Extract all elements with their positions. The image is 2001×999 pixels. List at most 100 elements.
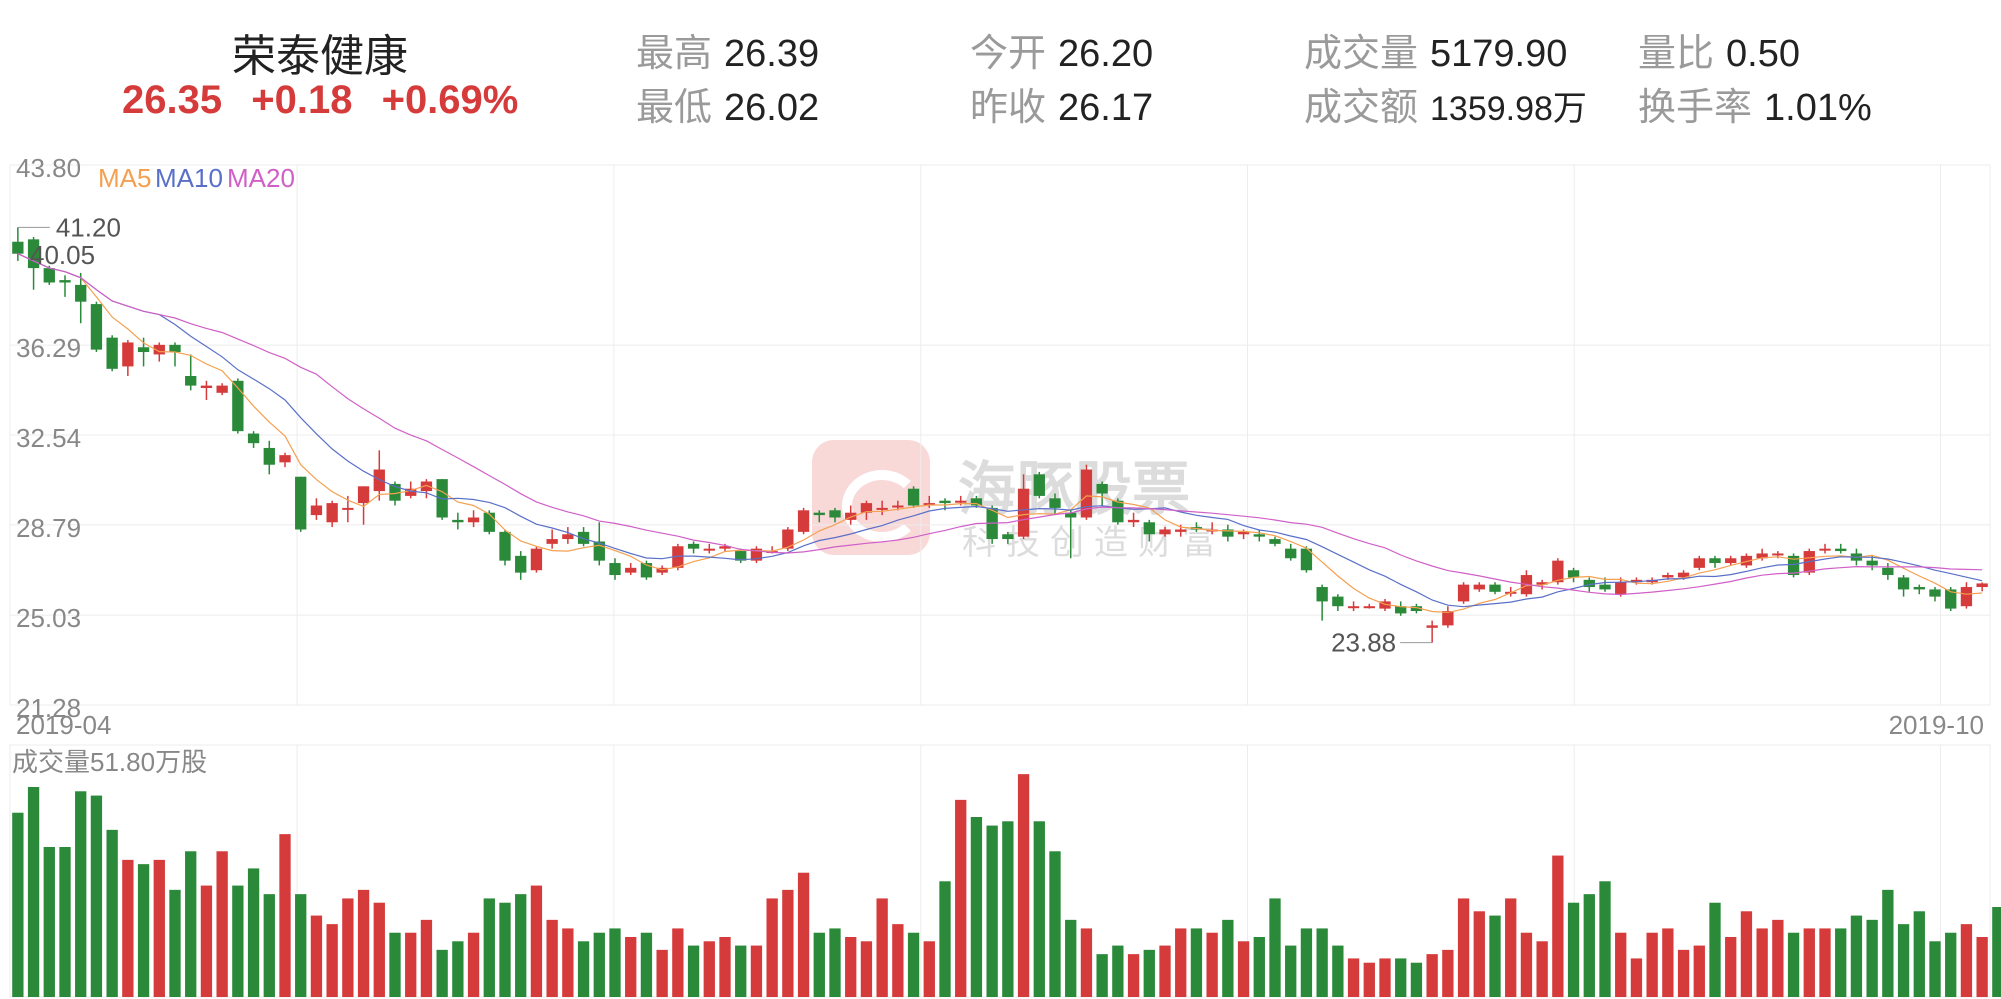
candle-body — [1929, 589, 1941, 597]
candle-body — [75, 284, 87, 302]
stat-value: 26.39 — [724, 33, 820, 75]
dolphin-logo-icon — [812, 440, 930, 555]
candle-body — [420, 481, 433, 492]
volume-bar — [656, 949, 668, 997]
volume-bar — [153, 859, 165, 997]
volume-bar — [609, 928, 621, 997]
candle-body — [1662, 575, 1674, 578]
candle-body — [405, 488, 417, 496]
volume-bar — [185, 851, 197, 997]
y-tick-label: 21.28 — [16, 693, 81, 723]
volume-bar — [1473, 911, 1485, 997]
volume-bar — [420, 919, 433, 997]
candle-body — [1442, 611, 1454, 626]
volume-bar — [829, 928, 841, 997]
candle-body — [169, 344, 181, 353]
y-tick-label: 36.29 — [16, 333, 81, 363]
legend-ma10: MA10 — [155, 163, 223, 193]
stat-label: 成交量 — [1304, 33, 1419, 75]
volume-bar — [1882, 889, 1894, 997]
volume-bar — [1615, 932, 1627, 997]
volume-bar — [1237, 941, 1250, 997]
candle-body — [735, 551, 747, 561]
volume-bar — [1332, 945, 1344, 997]
candle-body — [1112, 500, 1124, 523]
candle-body — [1882, 567, 1894, 576]
volume-bar — [907, 932, 920, 997]
stat-value: 0.50 — [1726, 33, 1800, 75]
volume-bar — [1835, 928, 1847, 997]
stat-low: 最低 26.02 — [636, 76, 819, 131]
candle-body — [1457, 584, 1470, 602]
candle-body — [1300, 548, 1313, 571]
volume-bar — [1897, 924, 1910, 997]
volume-bar — [499, 902, 511, 997]
volume-panel-frame — [9, 744, 1991, 998]
volume-bar — [1096, 954, 1108, 997]
volume-bar — [1992, 907, 2001, 997]
volume-bar — [782, 889, 794, 997]
stat-value: 26.20 — [1058, 33, 1154, 75]
candle-body — [1269, 539, 1281, 544]
volume-bar — [1002, 821, 1014, 997]
volume-bar — [1583, 894, 1595, 997]
candle-body — [1159, 529, 1171, 535]
volume-bar — [735, 945, 747, 997]
volume-bar — [436, 949, 448, 997]
stat-turnover-rate: 换手率 1.01% — [1638, 76, 1872, 131]
volume-bar — [373, 902, 385, 997]
volume-bar — [216, 851, 228, 997]
candle-body — [216, 385, 228, 393]
candle-body — [530, 548, 543, 571]
candle-body — [59, 280, 71, 283]
candle-body — [247, 433, 260, 444]
candle-body — [1426, 625, 1438, 628]
volume-bar — [1803, 928, 1815, 997]
volume-bar — [939, 881, 951, 997]
candle-body — [1599, 584, 1611, 590]
legend-ma5: MA5 — [98, 163, 151, 193]
volume-bar — [797, 872, 810, 997]
volume-bar — [1693, 945, 1705, 997]
volume-bar — [1065, 919, 1077, 997]
candle-body — [1567, 570, 1580, 578]
legend-ma20: MA20 — [227, 163, 295, 193]
volume-bar — [90, 795, 103, 997]
stat-value: 1359.98万 — [1430, 90, 1587, 128]
volume-bar — [1630, 958, 1643, 997]
candle-body — [483, 512, 495, 532]
volume-bar — [1442, 949, 1454, 997]
volume-bar — [1175, 928, 1187, 997]
min-price-label: 23.88 — [1331, 628, 1396, 658]
volume-bar — [955, 799, 967, 997]
volume-bar — [342, 898, 354, 997]
volume-bar — [1363, 962, 1375, 997]
stat-value: 5179.90 — [1430, 33, 1568, 75]
candle-body — [1536, 582, 1548, 585]
volume-title: 成交量51.80万股 — [12, 747, 207, 777]
candle-body — [562, 534, 574, 540]
stat-open: 今开 26.20 — [970, 22, 1153, 77]
stat-value: 26.17 — [1058, 87, 1154, 129]
volume-bar — [1772, 919, 1784, 997]
candle-body — [860, 503, 873, 513]
volume-bar — [1740, 911, 1753, 997]
stat-high: 最高 26.39 — [636, 22, 819, 77]
volume-bar — [1285, 945, 1297, 997]
stat-label: 最高 — [636, 33, 713, 75]
volume-bar — [1567, 902, 1580, 997]
chart-grid — [9, 164, 1991, 998]
candle-body — [1143, 522, 1155, 535]
stat-label: 最低 — [636, 87, 713, 129]
volume-bar — [1395, 958, 1407, 997]
stat-label: 换手率 — [1638, 87, 1753, 129]
candlesticks — [12, 227, 1988, 643]
volume-bar — [687, 945, 700, 997]
candle-body — [1127, 519, 1140, 523]
volume-bar — [1662, 928, 1674, 997]
volume-bar — [1866, 919, 1878, 997]
volume-bar — [923, 941, 935, 997]
price-change: +0.18 — [251, 78, 353, 122]
candle-body — [672, 546, 684, 568]
candle-body — [1489, 584, 1501, 592]
